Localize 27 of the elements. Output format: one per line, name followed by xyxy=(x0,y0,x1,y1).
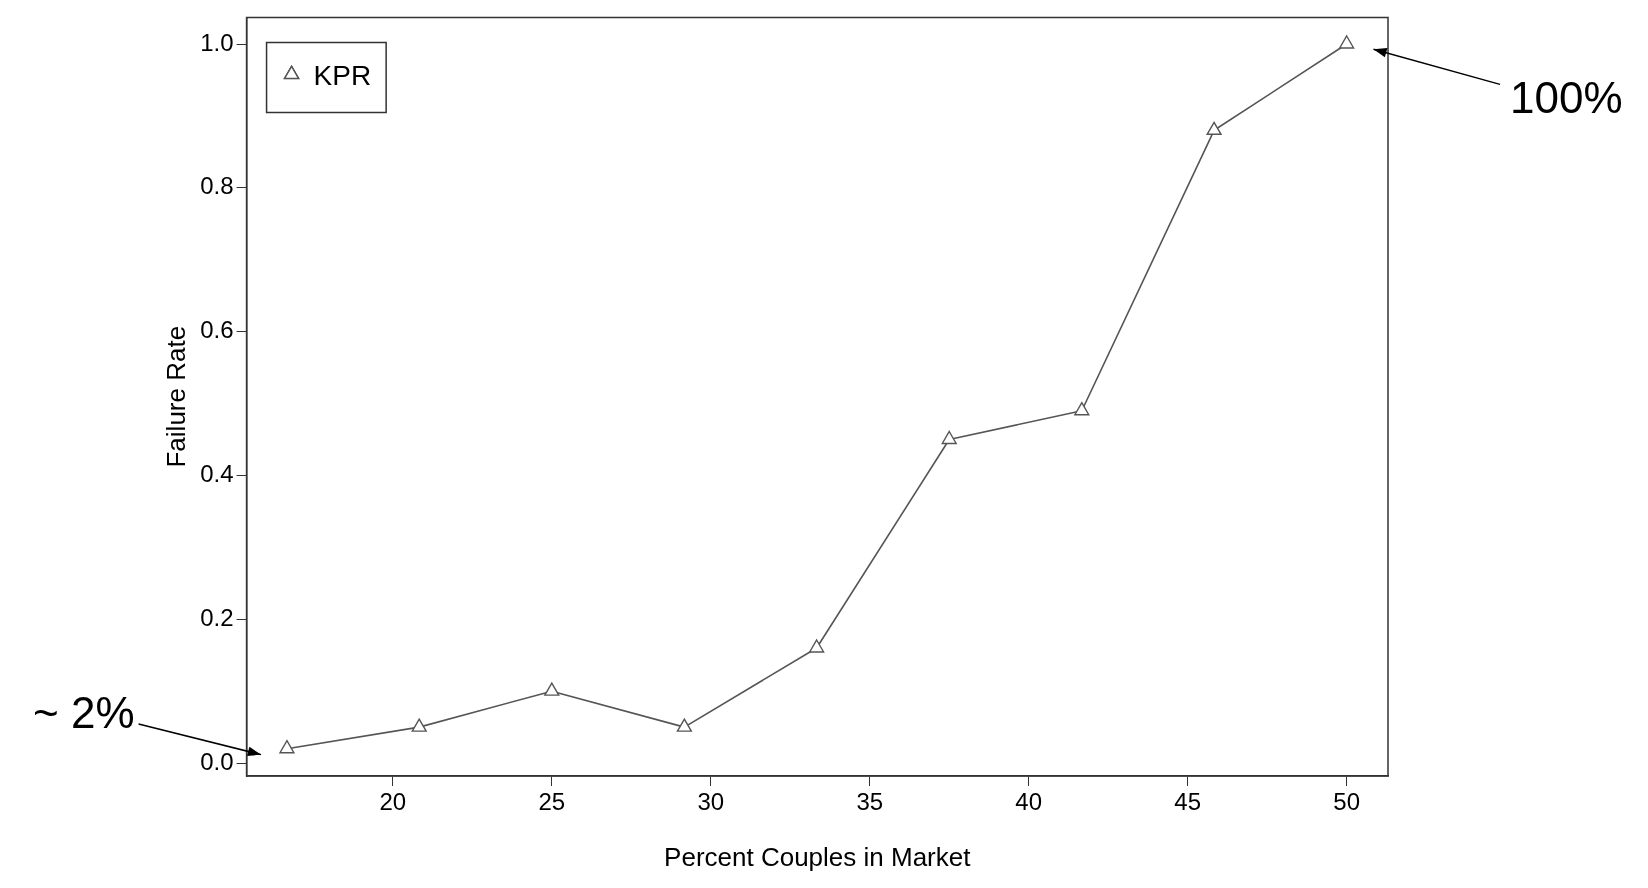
point xyxy=(676,718,693,732)
x-tick-label: 25 xyxy=(538,788,566,816)
point xyxy=(809,639,825,653)
y-tick-label: 0.6 xyxy=(200,316,234,344)
point xyxy=(279,739,295,754)
y-tick-label: 0.8 xyxy=(200,172,234,200)
point xyxy=(544,682,560,696)
x-tick-label: 20 xyxy=(379,788,407,816)
x-tick-label: 35 xyxy=(856,788,884,816)
x-tick-label: 40 xyxy=(1015,788,1043,816)
point xyxy=(1206,121,1222,135)
legend-label: KPR xyxy=(313,60,372,92)
x-axis-title: Percent Couples in Market xyxy=(664,841,972,872)
y-tick-label: 0.0 xyxy=(200,747,234,775)
x-tick-label: 45 xyxy=(1174,788,1202,816)
y-tick-label: 0.4 xyxy=(200,460,234,488)
point xyxy=(941,430,957,445)
text: ~ 2% xyxy=(33,688,135,738)
y-tick-label: 1.0 xyxy=(200,28,234,56)
point xyxy=(1074,402,1090,416)
x-tick-label: 50 xyxy=(1333,788,1361,816)
y-tick-label: 0.2 xyxy=(200,603,234,631)
text: 100% xyxy=(1510,72,1623,122)
point xyxy=(1339,35,1355,49)
x-tick-label: 30 xyxy=(697,788,725,816)
y-axis-title: Failure Rate xyxy=(160,325,191,468)
point xyxy=(411,718,427,732)
